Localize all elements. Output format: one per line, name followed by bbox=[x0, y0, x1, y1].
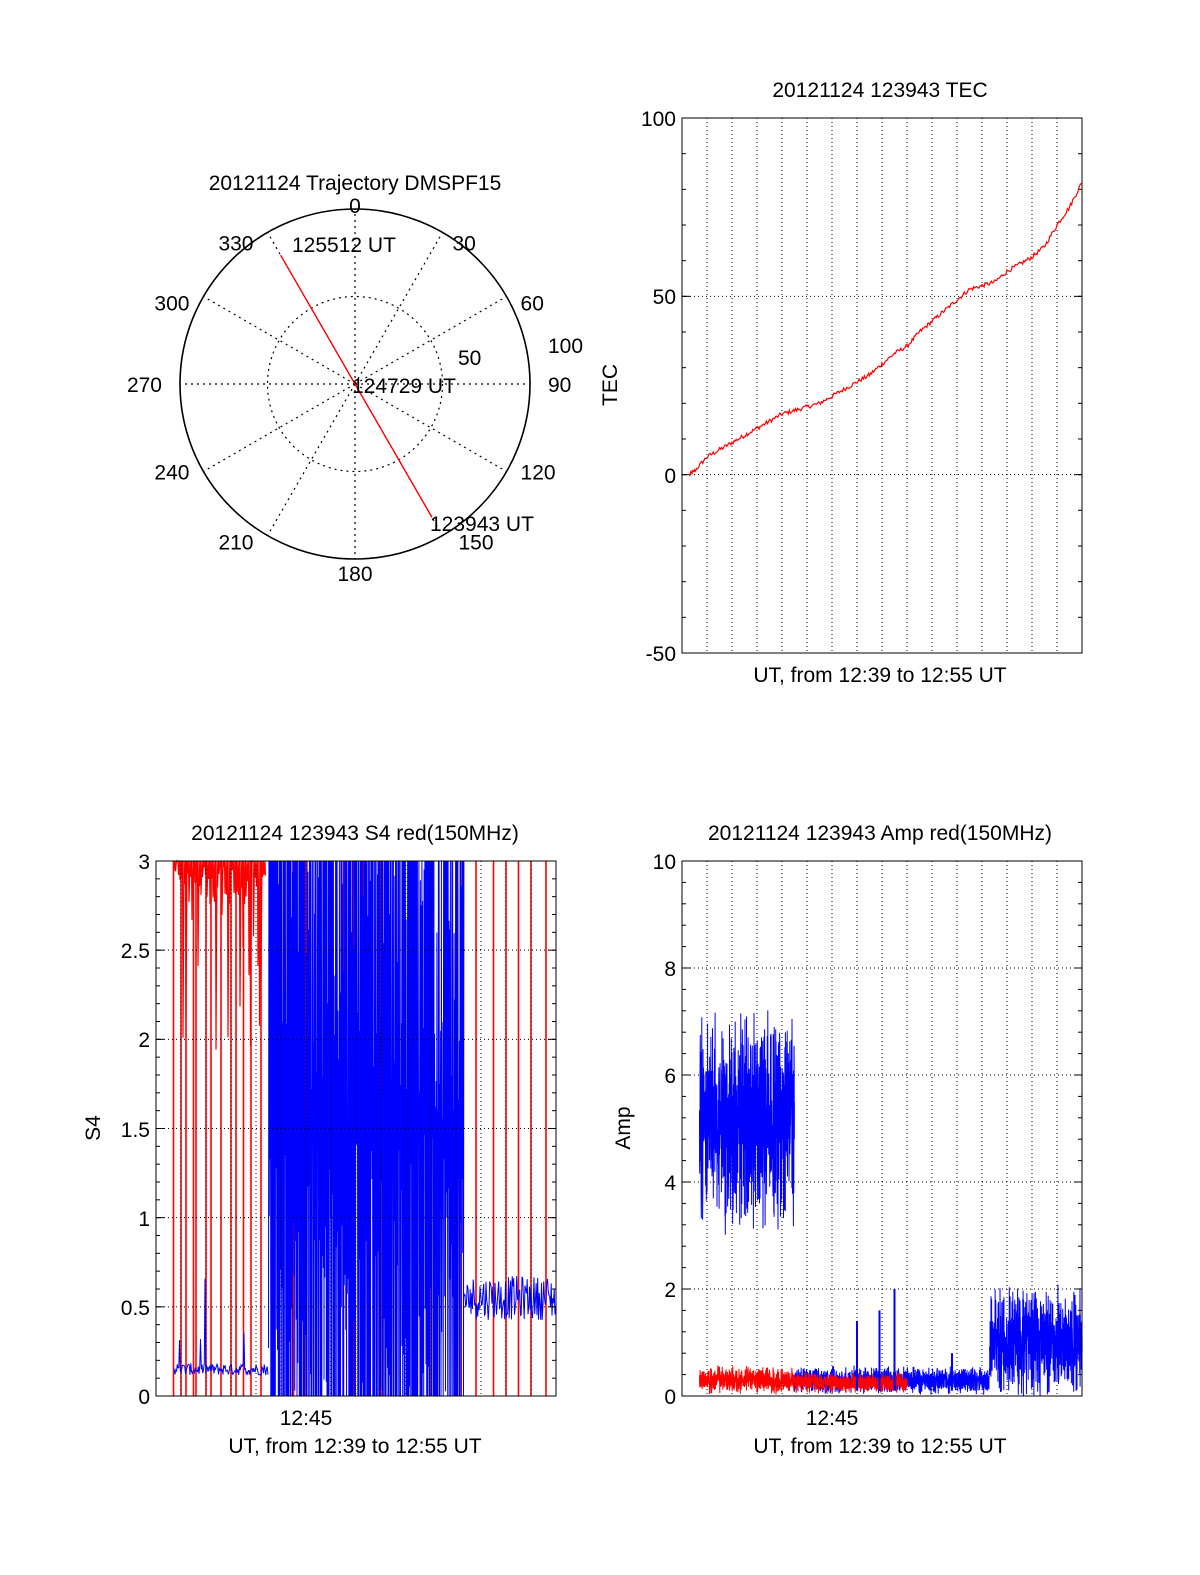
polar-angle-label-60: 60 bbox=[521, 293, 544, 316]
amp-ytick-10: 10 bbox=[653, 851, 676, 874]
s4-ytick-0: 0 bbox=[138, 1386, 150, 1409]
polar-spoke-30 bbox=[354, 232, 444, 385]
polar-angle-labels: 0 30 60 90 120 150 180 210 240 270 300 330 bbox=[127, 195, 571, 586]
amp-red-segment-1 bbox=[794, 1371, 908, 1394]
polar-radial-label-50: 50 bbox=[458, 347, 481, 370]
amp-grid bbox=[682, 861, 1082, 1396]
polar-inner-circle bbox=[266, 295, 444, 473]
polar-angle-label-90: 90 bbox=[548, 374, 571, 397]
s4-xlabel: UT, from 12:39 to 12:55 UT bbox=[228, 1435, 481, 1458]
amp-xlabel: UT, from 12:39 to 12:55 UT bbox=[753, 1435, 1006, 1458]
polar-title: 20121124 Trajectory DMSPF15 bbox=[209, 172, 502, 195]
amp-series bbox=[699, 1010, 1083, 1397]
polar-panel: 20121124 Trajectory DMSPF15 0 30 60 90 120 15… bbox=[127, 172, 583, 586]
polar-spoke-300 bbox=[203, 295, 356, 385]
polar-angle-label-180: 180 bbox=[337, 563, 372, 586]
amp-ytick-6: 6 bbox=[664, 1065, 676, 1088]
s4-ytick-2.5: 2.5 bbox=[121, 940, 150, 963]
tec-axes-frame bbox=[681, 117, 1083, 654]
tec-grid bbox=[682, 118, 1082, 653]
s4-blue-segment-0 bbox=[173, 1278, 269, 1377]
s4-ylabel: S4 bbox=[82, 1115, 105, 1141]
tec-ytick-50: 50 bbox=[653, 286, 676, 309]
polar-spoke-240 bbox=[203, 383, 356, 473]
track-label-start: 123943 UT bbox=[430, 513, 534, 536]
tec-panel: 20121124 123943 TEC 100 50 0 -50 TEC UT,… bbox=[599, 79, 1083, 687]
polar-angle-label-30: 30 bbox=[453, 232, 476, 255]
amp-panel: 20121124 123943 Amp red(150MHz) 10 8 6 4… bbox=[612, 822, 1083, 1458]
s4-xtick-1245: 12:45 bbox=[280, 1407, 333, 1430]
tec-ylabel: TEC bbox=[599, 364, 622, 406]
polar-track bbox=[280, 254, 433, 518]
s4-series bbox=[172, 859, 557, 1397]
amp-xtick-1245: 12:45 bbox=[806, 1407, 859, 1430]
s4-ytick-3: 3 bbox=[138, 851, 150, 874]
polar-angle-label-240: 240 bbox=[154, 462, 189, 485]
polar-angle-label-330: 330 bbox=[218, 232, 253, 255]
polar-angle-label-270: 270 bbox=[127, 374, 162, 397]
s4-panel: 20121124 123943 S4 red(150MHz) 3 2.5 2 1… bbox=[82, 822, 557, 1458]
amp-blue-segment-2 bbox=[989, 1284, 1083, 1397]
amp-ylabel: Amp bbox=[612, 1106, 635, 1149]
amp-title: 20121124 123943 Amp red(150MHz) bbox=[708, 822, 1052, 845]
tec-title: 20121124 123943 TEC bbox=[772, 79, 987, 102]
amp-blue-segment-1 bbox=[794, 1365, 990, 1395]
polar-spoke-120 bbox=[354, 383, 507, 473]
polar-track-line bbox=[280, 254, 433, 518]
s4-axes-frame bbox=[155, 860, 557, 1397]
tec-series-line bbox=[688, 181, 1083, 478]
polar-spoke-60 bbox=[354, 295, 507, 385]
s4-ytick-1.5: 1.5 bbox=[121, 1119, 150, 1142]
polar-angle-label-150: 150 bbox=[459, 532, 494, 555]
track-label-mid: 124729 UT bbox=[352, 375, 456, 398]
amp-red-segment-0 bbox=[699, 1364, 795, 1395]
s4-red-top bbox=[172, 859, 267, 1050]
track-label-end: 125512 UT bbox=[292, 234, 396, 257]
s4-blue-segment-1 bbox=[268, 860, 465, 1397]
amp-ytick-0: 0 bbox=[664, 1386, 676, 1409]
amp-axes-frame bbox=[681, 860, 1083, 1397]
polar-angle-label-0: 0 bbox=[349, 195, 361, 218]
amp-blue-segment-0 bbox=[699, 1010, 795, 1235]
polar-spoke-210 bbox=[266, 383, 356, 536]
tec-ytick-100: 100 bbox=[641, 108, 676, 131]
polar-angle-label-210: 210 bbox=[218, 532, 253, 555]
polar-angle-label-120: 120 bbox=[521, 462, 556, 485]
amp-ytick-4: 4 bbox=[664, 1172, 676, 1195]
s4-title: 20121124 123943 S4 red(150MHz) bbox=[191, 822, 519, 845]
tec-ytick-0: 0 bbox=[664, 465, 676, 488]
polar-angle-label-300: 300 bbox=[154, 293, 189, 316]
s4-ytick-1: 1 bbox=[138, 1208, 150, 1231]
amp-ytick-8: 8 bbox=[664, 958, 676, 981]
s4-blue-segment-2 bbox=[463, 1276, 557, 1320]
tec-ytick-minus50: -50 bbox=[646, 643, 676, 666]
s4-ytick-0.5: 0.5 bbox=[121, 1297, 150, 1320]
tec-xlabel: UT, from 12:39 to 12:55 UT bbox=[753, 664, 1006, 687]
polar-radial-label-100: 100 bbox=[548, 335, 583, 358]
amp-ytick-2: 2 bbox=[664, 1279, 676, 1302]
s4-ytick-2: 2 bbox=[138, 1029, 150, 1052]
s4-grid bbox=[156, 861, 556, 1396]
